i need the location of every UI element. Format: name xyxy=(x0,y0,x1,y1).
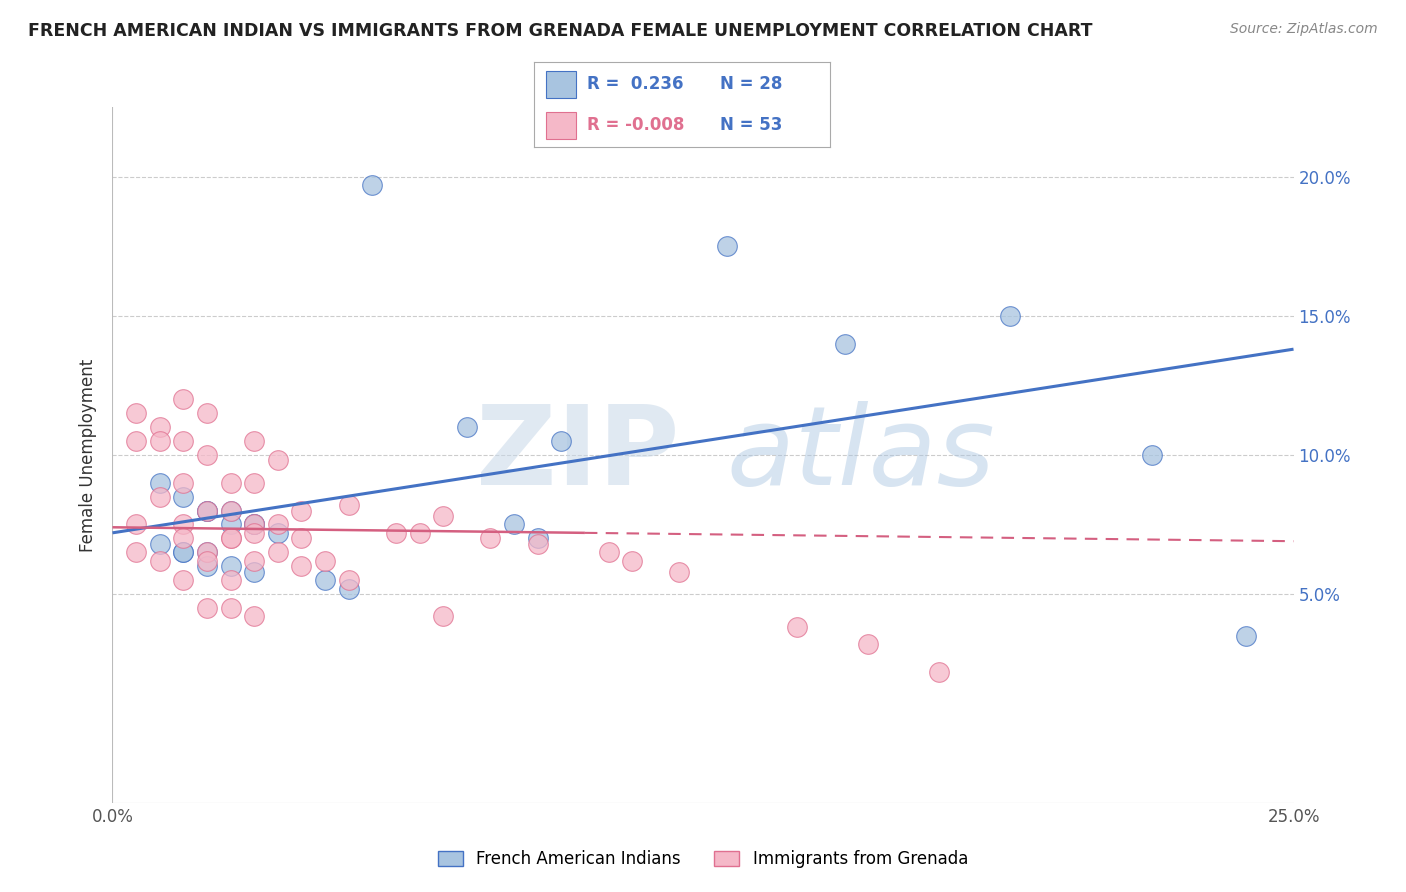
Point xyxy=(243,434,266,448)
Point xyxy=(243,609,266,624)
Point xyxy=(219,517,242,532)
Point xyxy=(149,420,172,434)
Point xyxy=(503,517,526,532)
Point xyxy=(195,503,218,517)
Point xyxy=(479,532,502,546)
Point xyxy=(456,420,478,434)
Point xyxy=(243,517,266,532)
Point xyxy=(243,517,266,532)
Point xyxy=(195,448,218,462)
Point xyxy=(172,475,194,490)
Point xyxy=(172,573,194,587)
Point xyxy=(267,545,290,559)
Point xyxy=(267,517,290,532)
Point xyxy=(195,406,218,420)
Point xyxy=(172,545,194,559)
Point xyxy=(385,525,408,540)
Point xyxy=(337,582,360,596)
Text: N = 28: N = 28 xyxy=(720,76,783,94)
Text: atlas: atlas xyxy=(727,401,995,508)
Point xyxy=(125,406,148,420)
Point xyxy=(314,573,336,587)
Point xyxy=(998,309,1021,323)
Point xyxy=(149,537,172,551)
FancyBboxPatch shape xyxy=(546,71,575,98)
Point xyxy=(195,559,218,574)
Point xyxy=(125,434,148,448)
Point xyxy=(598,545,620,559)
Point xyxy=(219,532,242,546)
Text: R =  0.236: R = 0.236 xyxy=(588,76,683,94)
Point xyxy=(195,545,218,559)
Point xyxy=(195,601,218,615)
Point xyxy=(219,532,242,546)
Point xyxy=(172,490,194,504)
Point xyxy=(834,336,856,351)
Point xyxy=(243,554,266,568)
Point xyxy=(290,503,312,517)
Point xyxy=(149,490,172,504)
Point xyxy=(290,532,312,546)
Point xyxy=(526,532,548,546)
Point xyxy=(195,503,218,517)
Point xyxy=(219,559,242,574)
Point xyxy=(267,525,290,540)
Point xyxy=(526,537,548,551)
Text: N = 53: N = 53 xyxy=(720,116,783,134)
Point xyxy=(219,503,242,517)
FancyBboxPatch shape xyxy=(546,112,575,139)
Point xyxy=(290,559,312,574)
Point xyxy=(432,609,454,624)
Point xyxy=(267,453,290,467)
Point xyxy=(928,665,950,679)
Point xyxy=(219,475,242,490)
Point xyxy=(550,434,572,448)
Point xyxy=(243,525,266,540)
Text: Source: ZipAtlas.com: Source: ZipAtlas.com xyxy=(1230,22,1378,37)
Text: ZIP: ZIP xyxy=(477,401,679,508)
Point xyxy=(858,637,880,651)
Point xyxy=(172,545,194,559)
Point xyxy=(432,509,454,524)
Point xyxy=(195,545,218,559)
Point xyxy=(337,573,360,587)
Point xyxy=(125,517,148,532)
Point xyxy=(125,545,148,559)
Point xyxy=(243,517,266,532)
Point xyxy=(668,565,690,579)
Point xyxy=(243,565,266,579)
Point xyxy=(621,554,644,568)
Point xyxy=(219,503,242,517)
Point xyxy=(219,573,242,587)
Legend: French American Indians, Immigrants from Grenada: French American Indians, Immigrants from… xyxy=(432,843,974,874)
Point xyxy=(172,392,194,407)
Point xyxy=(243,475,266,490)
Point xyxy=(219,601,242,615)
Point xyxy=(195,503,218,517)
Point xyxy=(361,178,384,192)
Point xyxy=(786,620,808,634)
Text: R = -0.008: R = -0.008 xyxy=(588,116,685,134)
Point xyxy=(172,517,194,532)
Point xyxy=(408,525,430,540)
Point xyxy=(172,532,194,546)
Point xyxy=(716,239,738,253)
Text: FRENCH AMERICAN INDIAN VS IMMIGRANTS FROM GRENADA FEMALE UNEMPLOYMENT CORRELATIO: FRENCH AMERICAN INDIAN VS IMMIGRANTS FRO… xyxy=(28,22,1092,40)
Point xyxy=(195,554,218,568)
Point xyxy=(149,554,172,568)
Y-axis label: Female Unemployment: Female Unemployment xyxy=(79,359,97,551)
Point xyxy=(149,434,172,448)
Point xyxy=(149,475,172,490)
Point xyxy=(172,434,194,448)
Point xyxy=(1140,448,1163,462)
Point xyxy=(337,498,360,512)
Point xyxy=(314,554,336,568)
Point xyxy=(1234,629,1257,643)
